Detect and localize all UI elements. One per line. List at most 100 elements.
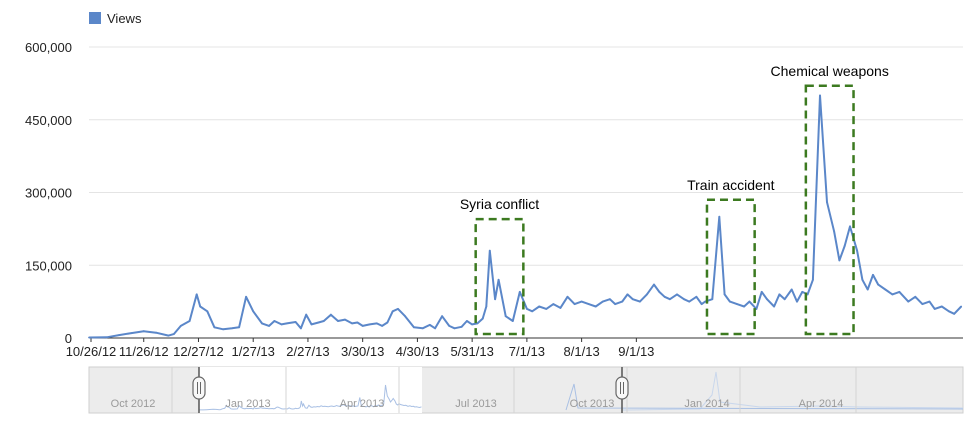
- data-point: [337, 320, 339, 322]
- data-point: [471, 323, 473, 326]
- data-point: [755, 308, 758, 310]
- data-point: [790, 288, 793, 291]
- data-point: [195, 293, 198, 296]
- data-point: [368, 323, 371, 326]
- annotation-label: Chemical weapons: [771, 63, 889, 79]
- data-point: [914, 295, 917, 298]
- data-point: [130, 332, 133, 334]
- data-point: [526, 308, 528, 310]
- y-tick-label: 600,000: [25, 40, 72, 55]
- navigator-series-line: [199, 384, 422, 411]
- data-point: [826, 201, 828, 204]
- data-point: [453, 327, 456, 330]
- navigator-label: Oct 2012: [111, 398, 156, 410]
- x-tick-label: 8/1/13: [564, 344, 600, 359]
- data-point: [621, 300, 624, 303]
- data-point: [743, 305, 745, 308]
- data-point: [213, 326, 216, 329]
- data-point: [504, 315, 507, 318]
- data-point: [381, 325, 383, 327]
- navigator-label: Jul 2013: [455, 398, 497, 410]
- data-point: [566, 295, 569, 298]
- data-point: [421, 327, 424, 330]
- data-point: [646, 293, 648, 296]
- navigator-label: Apr 2013: [340, 398, 385, 410]
- x-tick-label: 9/1/13: [618, 344, 654, 359]
- y-tick-label: 300,000: [25, 186, 72, 201]
- data-point: [723, 293, 726, 296]
- data-point: [587, 303, 590, 305]
- data-point: [760, 291, 763, 293]
- data-point: [833, 230, 835, 233]
- data-point: [179, 325, 182, 327]
- data-point: [404, 315, 406, 318]
- data-point: [245, 295, 248, 298]
- data-point: [872, 274, 874, 276]
- x-tick-label: 7/1/13: [509, 344, 545, 359]
- data-point: [614, 303, 617, 305]
- data-point: [330, 313, 332, 316]
- data-point: [573, 303, 576, 305]
- x-tick-label: 1/27/13: [232, 344, 275, 359]
- data-point: [704, 300, 707, 303]
- legend-label: Views: [107, 11, 142, 26]
- data-point: [626, 293, 629, 296]
- data-point: [559, 307, 562, 309]
- navigator-label: Oct 2013: [570, 398, 615, 410]
- data-point: [891, 293, 894, 296]
- data-point: [494, 298, 496, 301]
- data-point: [884, 288, 887, 291]
- x-tick-label: 5/31/13: [450, 344, 493, 359]
- data-point: [294, 321, 297, 323]
- x-tick-label: 4/30/13: [396, 344, 439, 359]
- data-point: [688, 300, 691, 303]
- data-point: [960, 305, 963, 308]
- data-point: [460, 325, 463, 328]
- data-point: [683, 298, 685, 301]
- navigator-left-handle[interactable]: [192, 376, 206, 400]
- data-point: [594, 305, 597, 308]
- series-line-views: [88, 94, 962, 339]
- data-point: [806, 293, 809, 296]
- navigator-label: Jan 2013: [225, 398, 270, 410]
- data-point: [778, 293, 781, 296]
- data-point: [466, 320, 468, 322]
- data-point: [552, 303, 555, 305]
- data-point: [118, 334, 120, 336]
- data-point: [921, 303, 924, 305]
- data-point: [448, 325, 451, 327]
- x-tick-label: 11/26/12: [119, 344, 169, 359]
- navigator-right-handle[interactable]: [615, 376, 629, 400]
- data-point: [485, 305, 488, 308]
- data-point: [653, 283, 655, 286]
- x-tick-label: 3/30/13: [341, 344, 384, 359]
- data-point: [849, 225, 851, 228]
- data-point: [310, 323, 313, 326]
- data-point: [280, 323, 283, 326]
- annotation-box: [474, 217, 525, 336]
- data-point: [167, 334, 170, 337]
- data-point: [155, 331, 158, 334]
- data-point: [413, 326, 415, 329]
- data-point: [172, 333, 175, 335]
- data-point: [199, 305, 202, 308]
- data-point: [601, 300, 604, 303]
- annotation-label: Syria conflict: [460, 196, 539, 212]
- data-point: [676, 293, 678, 296]
- data-point: [695, 295, 698, 298]
- annotation-box: [804, 84, 855, 336]
- data-point: [940, 305, 943, 308]
- data-point: [261, 322, 263, 325]
- data-point: [801, 291, 804, 293]
- navigator-context-line: [621, 371, 964, 411]
- data-point: [476, 322, 479, 325]
- data-point: [231, 327, 233, 330]
- data-point: [663, 295, 666, 298]
- data-point: [773, 305, 775, 308]
- data-point: [188, 320, 191, 322]
- data-point: [711, 298, 714, 301]
- data-point: [718, 215, 721, 218]
- data-point: [838, 259, 841, 262]
- data-point: [861, 278, 864, 281]
- data-point: [766, 298, 768, 301]
